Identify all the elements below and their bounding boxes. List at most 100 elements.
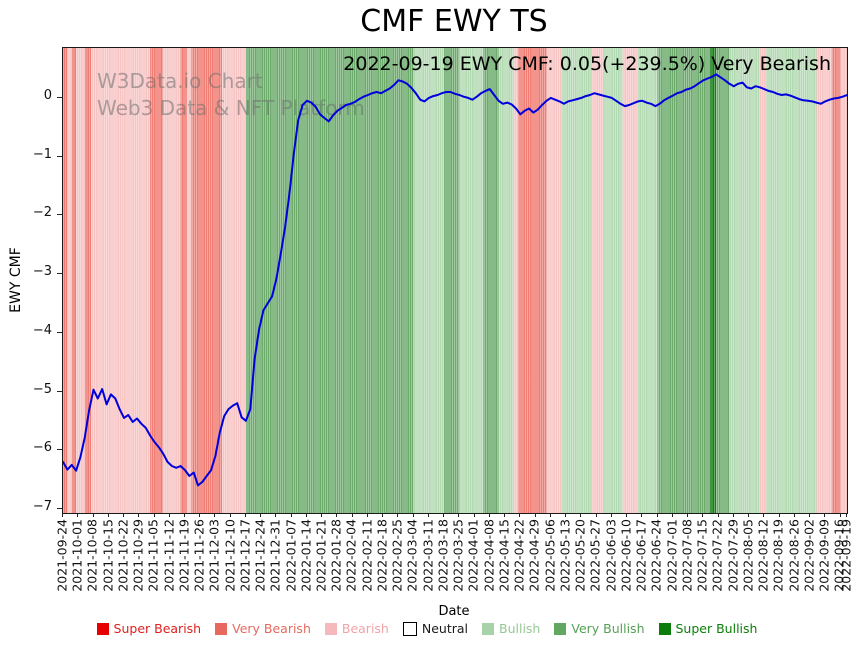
sentiment-band-bearish bbox=[816, 48, 832, 513]
x-tick-label: 2022-08-12 bbox=[755, 519, 771, 592]
y-tick-label: 0 bbox=[43, 87, 52, 103]
x-tick-label: 2022-07-01 bbox=[664, 519, 680, 592]
x-tick-label: 2022-07-08 bbox=[679, 519, 695, 592]
x-tick-mark bbox=[244, 513, 246, 517]
x-tick-label: 2022-02-18 bbox=[374, 519, 390, 592]
sentiment-band-bearish bbox=[76, 48, 85, 513]
x-tick-mark bbox=[778, 513, 780, 517]
x-tick-mark bbox=[62, 513, 63, 517]
x-tick-label: 2021-10-22 bbox=[115, 519, 131, 592]
sentiment-band-bearish bbox=[759, 48, 767, 513]
x-tick-label: 2022-04-01 bbox=[466, 519, 482, 592]
x-tick-mark bbox=[214, 513, 216, 517]
y-tick-label: −5 bbox=[32, 381, 52, 397]
y-tick-label: −2 bbox=[32, 205, 52, 221]
x-tick-mark bbox=[748, 513, 749, 517]
x-tick-label: 2022-05-20 bbox=[572, 519, 588, 592]
sentiment-band-bullish bbox=[561, 48, 593, 513]
x-tick-mark bbox=[366, 513, 368, 517]
x-tick-mark bbox=[427, 513, 429, 517]
x-tick-mark bbox=[687, 513, 688, 517]
x-tick-label: 2022-05-13 bbox=[557, 519, 573, 592]
x-tick-label: 2022-03-11 bbox=[420, 519, 436, 592]
legend-swatch-icon bbox=[482, 622, 494, 635]
plot-area: W3Data.io Chart Web3 Data & NFT Platform… bbox=[62, 47, 848, 514]
sentiment-band-very_bullish bbox=[444, 48, 460, 513]
x-tick-label: 2021-11-26 bbox=[191, 519, 207, 592]
x-tick-mark bbox=[107, 513, 109, 517]
legend-label: Super Bullish bbox=[675, 621, 758, 636]
sentiment-band-bearish bbox=[592, 48, 604, 513]
sentiment-band-very_bullish bbox=[657, 48, 710, 513]
sentiment-band-very_bearish bbox=[180, 48, 188, 513]
x-tick-label: 2022-01-14 bbox=[298, 519, 314, 592]
x-tick-mark bbox=[138, 513, 140, 517]
sentiment-band-bearish bbox=[546, 48, 562, 513]
x-tick-label: 2022-01-07 bbox=[283, 519, 299, 592]
x-tick-label: 2022-06-03 bbox=[603, 519, 619, 592]
x-tick-mark bbox=[168, 513, 170, 517]
cmf-line bbox=[63, 73, 847, 487]
x-tick-mark bbox=[846, 513, 847, 517]
y-tick-label: −4 bbox=[32, 322, 52, 338]
x-tick-label: 2021-12-24 bbox=[252, 519, 268, 592]
x-tick-mark bbox=[809, 513, 810, 517]
x-tick-label: 2022-09-02 bbox=[801, 519, 817, 592]
x-tick-label: 2022-03-25 bbox=[450, 519, 466, 592]
sentiment-band-bullish bbox=[459, 48, 484, 513]
x-tick-label: 2022-03-04 bbox=[405, 519, 421, 592]
x-tick-mark bbox=[412, 513, 414, 517]
sentiment-band-bearish bbox=[187, 48, 192, 513]
x-tick-label: 2021-10-01 bbox=[69, 519, 85, 592]
x-tick-mark bbox=[656, 513, 658, 517]
sentiment-band-super_bullish bbox=[709, 48, 717, 513]
x-tick-mark bbox=[702, 513, 704, 517]
legend-item-very-bearish: Very Bearish bbox=[215, 621, 311, 636]
x-tick-label: 2022-02-25 bbox=[389, 519, 405, 592]
sentiment-band-bullish bbox=[637, 48, 658, 513]
y-tick-mark bbox=[57, 449, 62, 451]
x-tick-label: 2021-11-12 bbox=[161, 519, 177, 592]
x-tick-label: 2022-01-28 bbox=[328, 519, 344, 592]
x-tick-label: 2022-08-19 bbox=[771, 519, 786, 592]
x-tick-label: 2022-06-17 bbox=[633, 519, 649, 592]
x-tick-label: 2022-04-15 bbox=[496, 519, 512, 592]
x-tick-label: 2021-11-05 bbox=[146, 519, 161, 592]
x-tick-mark bbox=[549, 513, 551, 517]
y-tick-mark bbox=[57, 507, 62, 509]
x-tick-mark bbox=[519, 513, 521, 517]
x-tick-label: 2022-07-15 bbox=[694, 519, 710, 592]
x-tick-label: 2022-06-10 bbox=[618, 519, 634, 592]
x-tick-mark bbox=[595, 513, 597, 517]
legend-swatch-icon bbox=[96, 622, 109, 635]
y-tick-mark bbox=[57, 273, 62, 274]
sentiment-band-very_bearish bbox=[63, 48, 68, 513]
x-tick-label: 2022-04-22 bbox=[511, 519, 527, 592]
sentiment-band-very_bullish bbox=[716, 48, 730, 513]
x-tick-label: 2022-01-21 bbox=[313, 519, 329, 592]
x-tick-label: 2021-12-03 bbox=[206, 519, 222, 592]
x-tick-label: 2022-09-19 bbox=[838, 519, 854, 592]
y-tick-mark bbox=[57, 214, 62, 216]
x-tick-mark bbox=[443, 513, 445, 517]
sentiment-band-bearish bbox=[221, 48, 246, 513]
x-tick-mark bbox=[92, 513, 94, 517]
x-tick-label: 2022-05-27 bbox=[588, 519, 604, 592]
x-tick-label: 2021-12-31 bbox=[267, 519, 283, 592]
legend-label: Super Bearish bbox=[113, 621, 202, 636]
x-tick-label: 2022-06-24 bbox=[649, 519, 664, 592]
x-tick-mark bbox=[305, 513, 307, 517]
y-tick-mark bbox=[57, 96, 62, 98]
x-tick-label: 2021-10-15 bbox=[100, 519, 116, 592]
x-tick-label: 2022-07-29 bbox=[725, 519, 741, 592]
sentiment-band-very_bullish bbox=[483, 48, 499, 513]
sentiment-legend: Super Bearish Very Bearish Bearish Neutral B… bbox=[0, 621, 854, 636]
legend-swatch-icon bbox=[324, 622, 337, 635]
sentiment-band-bullish bbox=[603, 48, 623, 513]
x-tick-label: 2022-03-18 bbox=[435, 519, 451, 592]
chart-title: CMF EWY TS bbox=[360, 4, 548, 39]
x-tick-mark bbox=[626, 513, 627, 517]
x-tick-mark bbox=[504, 513, 506, 517]
sentiment-band-bullish bbox=[729, 48, 760, 513]
